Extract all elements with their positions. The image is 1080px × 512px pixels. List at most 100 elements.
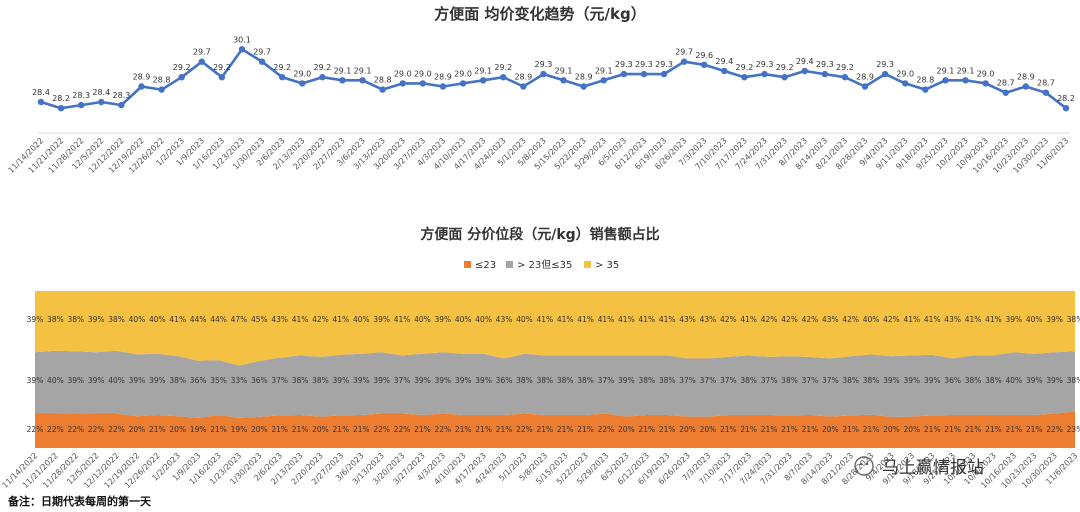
line-point bbox=[138, 83, 145, 90]
line-data-label: 28.2 bbox=[52, 94, 70, 103]
area-label-high: 40% bbox=[1026, 315, 1043, 324]
line-point bbox=[982, 80, 989, 87]
line-point bbox=[57, 105, 65, 112]
area-label-high: 38% bbox=[47, 315, 64, 324]
line-point bbox=[741, 74, 748, 81]
area-label-high: 43% bbox=[496, 315, 513, 324]
line-data-label: 29.2 bbox=[173, 63, 191, 72]
line-data-label: 29.1 bbox=[957, 66, 975, 75]
line-data-label: 28.7 bbox=[997, 79, 1015, 88]
area-label-mid: 38% bbox=[985, 376, 1002, 385]
line-data-label: 29.1 bbox=[595, 66, 613, 75]
area-label-low: 21% bbox=[944, 425, 961, 434]
area-label-low: 19% bbox=[190, 425, 207, 434]
line-data-label: 29.0 bbox=[414, 69, 432, 78]
line-data-label: 29.2 bbox=[213, 63, 231, 72]
area-label-low: 21% bbox=[475, 425, 492, 434]
area-label-mid: 37% bbox=[761, 376, 778, 385]
area-label-mid: 39% bbox=[904, 376, 921, 385]
area-label-mid: 39% bbox=[883, 376, 900, 385]
wechat-icon-dot bbox=[859, 462, 863, 466]
area-label-high: 40% bbox=[455, 315, 472, 324]
area-label-low: 21% bbox=[659, 425, 676, 434]
area-label-low: 22% bbox=[67, 425, 84, 434]
area-chart-series bbox=[35, 291, 1075, 448]
area-label-mid: 38% bbox=[740, 376, 757, 385]
area-label-low: 22% bbox=[435, 425, 452, 434]
line-data-label: 28.3 bbox=[72, 91, 90, 100]
area-label-low: 21% bbox=[414, 425, 431, 434]
area-label-mid: 39% bbox=[435, 376, 452, 385]
line-point bbox=[379, 86, 386, 93]
line-data-label: 29.3 bbox=[756, 60, 774, 69]
line-data-label: 29.7 bbox=[675, 48, 693, 57]
area-label-mid: 39% bbox=[27, 376, 44, 385]
line-point bbox=[942, 77, 949, 84]
line-point bbox=[37, 98, 45, 106]
area-label-mid: 38% bbox=[781, 376, 798, 385]
area-label-mid: 37% bbox=[679, 376, 696, 385]
line-data-label: 29.6 bbox=[695, 51, 713, 60]
line-data-label: 29.4 bbox=[796, 57, 814, 66]
area-label-high: 41% bbox=[557, 315, 574, 324]
line-data-label: 28.9 bbox=[1017, 73, 1035, 82]
area-label-low: 21% bbox=[149, 425, 166, 434]
line-data-label: 29.1 bbox=[334, 66, 352, 75]
area-label-high: 39% bbox=[27, 315, 44, 324]
area-label-mid: 39% bbox=[618, 376, 635, 385]
line-chart-series bbox=[37, 46, 1070, 112]
area-label-mid: 36% bbox=[190, 376, 207, 385]
line-chart-title: 方便面 均价变化趋势（元/kg） bbox=[434, 5, 645, 23]
area-label-mid: 38% bbox=[312, 376, 329, 385]
line-data-label: 29.2 bbox=[273, 63, 291, 72]
area-label-high: 41% bbox=[618, 315, 635, 324]
line-data-label: 28.2 bbox=[1057, 94, 1075, 103]
line-point bbox=[600, 77, 607, 84]
line-point bbox=[640, 70, 648, 78]
area-series-high bbox=[35, 291, 1075, 366]
line-data-label: 30.1 bbox=[233, 35, 251, 44]
line-data-label: 29.3 bbox=[615, 60, 633, 69]
area-label-low: 20% bbox=[679, 425, 696, 434]
area-label-low: 22% bbox=[108, 425, 125, 434]
line-data-label: 29.3 bbox=[535, 60, 553, 69]
line-point bbox=[218, 74, 226, 81]
area-label-mid: 36% bbox=[496, 376, 513, 385]
line-point bbox=[841, 74, 849, 81]
area-label-mid: 37% bbox=[700, 376, 717, 385]
area-label-low: 21% bbox=[496, 425, 513, 434]
legend-swatch-mid bbox=[506, 261, 513, 268]
area-label-high: 41% bbox=[333, 315, 350, 324]
area-label-high: 38% bbox=[1067, 315, 1080, 324]
area-chart-title: 方便面 分价位段（元/kg）销售额占比 bbox=[420, 226, 659, 243]
area-label-high: 43% bbox=[679, 315, 696, 324]
line-data-label: 29.2 bbox=[494, 63, 512, 72]
area-label-high: 38% bbox=[67, 315, 84, 324]
area-label-mid: 39% bbox=[353, 376, 370, 385]
area-label-high: 40% bbox=[149, 315, 166, 324]
line-data-label: 28.9 bbox=[434, 73, 452, 82]
line-data-label: 29.0 bbox=[977, 69, 995, 78]
area-label-low: 21% bbox=[924, 425, 941, 434]
area-label-low: 22% bbox=[373, 425, 390, 434]
legend-label-mid: > 23但≤35 bbox=[517, 259, 572, 271]
area-label-low: 20% bbox=[312, 425, 329, 434]
area-label-mid: 38% bbox=[1067, 376, 1080, 385]
area-label-low: 20% bbox=[618, 425, 635, 434]
area-label-mid: 37% bbox=[802, 376, 819, 385]
area-label-mid: 38% bbox=[965, 376, 982, 385]
area-label-low: 20% bbox=[129, 425, 146, 434]
line-point bbox=[761, 70, 768, 78]
area-label-high: 43% bbox=[700, 315, 717, 324]
area-label-high: 40% bbox=[475, 315, 492, 324]
area-label-mid: 39% bbox=[333, 376, 350, 385]
area-label-mid: 36% bbox=[944, 376, 961, 385]
line-data-label: 29.3 bbox=[816, 60, 834, 69]
area-label-mid: 38% bbox=[863, 376, 880, 385]
area-label-low: 22% bbox=[88, 425, 105, 434]
area-label-mid: 38% bbox=[557, 376, 574, 385]
line-data-label: 28.9 bbox=[133, 73, 151, 82]
area-label-high: 42% bbox=[883, 315, 900, 324]
line-point bbox=[861, 83, 869, 90]
